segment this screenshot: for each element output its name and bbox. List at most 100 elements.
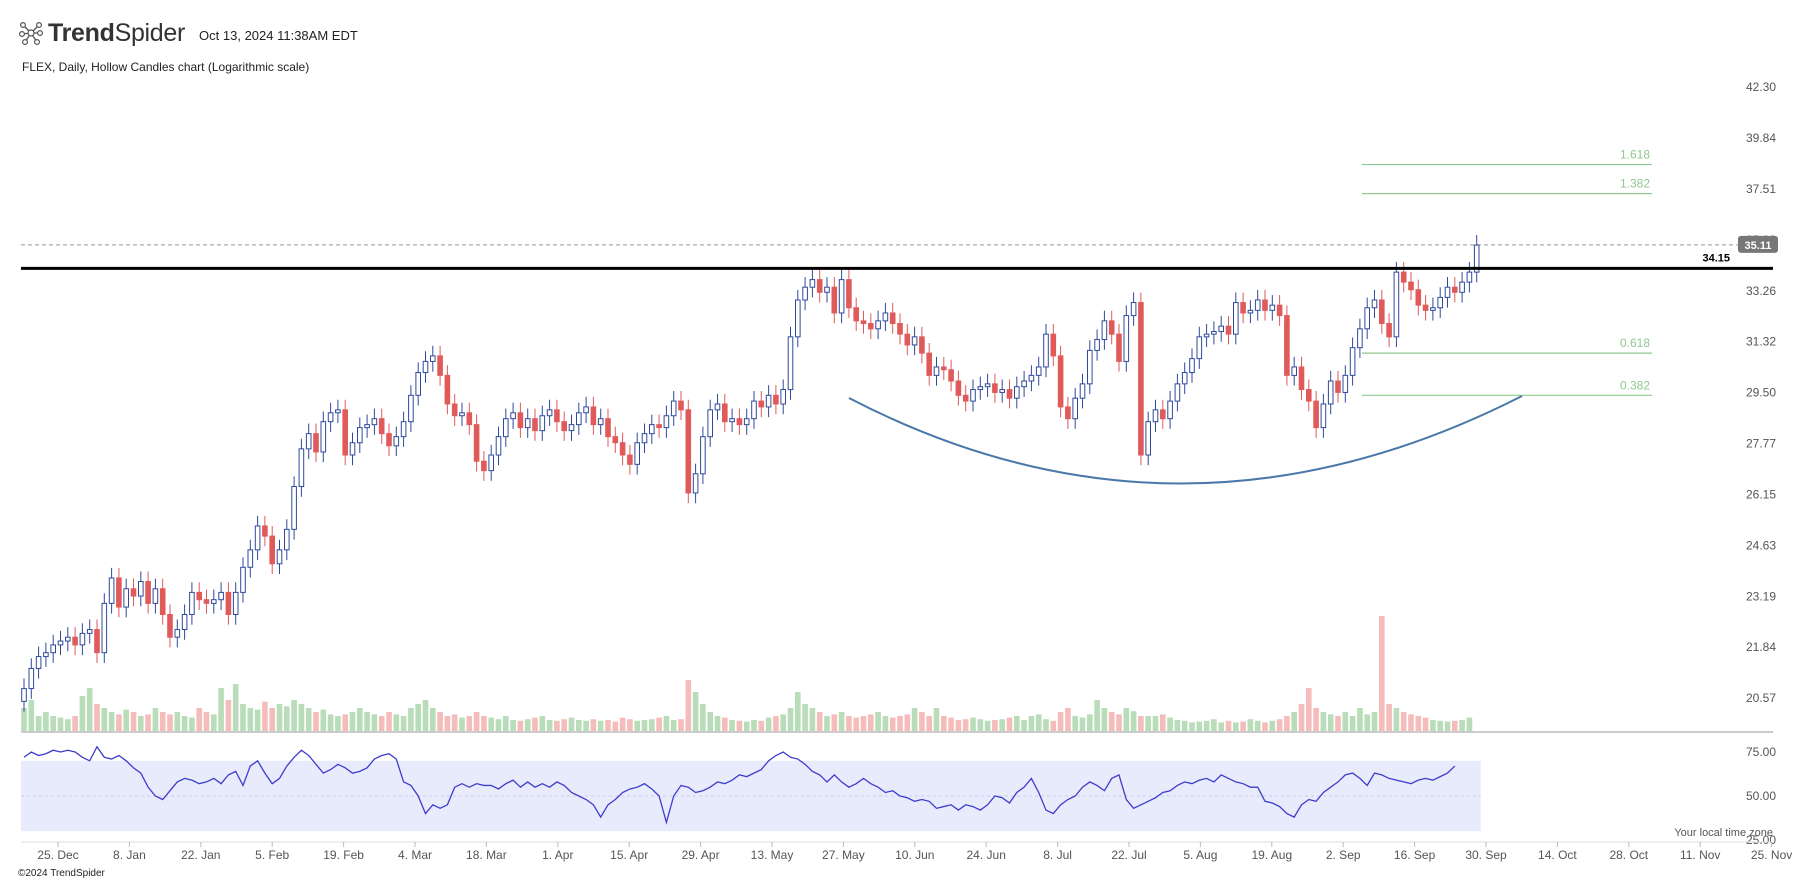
candle-body	[387, 434, 392, 446]
volume-bar	[715, 716, 721, 732]
volume-bar	[350, 712, 356, 732]
candle-body	[504, 419, 509, 437]
volume-bar	[394, 714, 400, 732]
volume-bar	[116, 714, 122, 732]
candle-body	[1226, 326, 1231, 334]
volume-bar	[978, 719, 984, 732]
candle-body	[350, 443, 355, 455]
volume-bar	[1379, 616, 1385, 732]
volume-bar	[613, 722, 619, 732]
volume-bar	[919, 712, 925, 732]
x-axis-tick-label: 13. May	[751, 848, 794, 862]
candle-body	[1153, 410, 1158, 422]
volume-bar	[561, 719, 567, 732]
volume-bar	[1364, 714, 1370, 732]
volume-bar	[1175, 720, 1181, 732]
volume-bar	[1080, 718, 1086, 732]
candle-body	[671, 401, 676, 416]
volume-bar	[525, 719, 531, 732]
candle-body	[1007, 390, 1012, 399]
volume-bar	[175, 712, 181, 732]
candle-body	[1044, 334, 1049, 367]
candle-body	[1088, 350, 1093, 383]
volume-bar	[467, 716, 473, 732]
rsi-axis-tick-label: 50.00	[1746, 789, 1776, 803]
candle-body	[409, 395, 414, 421]
candle-body	[1234, 303, 1239, 335]
candle-body	[401, 422, 406, 437]
volume-bar	[598, 721, 604, 732]
candle-body	[1299, 367, 1304, 390]
volume-bar	[1408, 714, 1414, 732]
candle-body	[1431, 308, 1436, 311]
volume-bar	[1029, 716, 1035, 732]
volume-bar	[204, 712, 210, 732]
candle-body	[292, 487, 297, 530]
candle-body	[1102, 321, 1107, 340]
volume-bar	[233, 684, 239, 732]
cup-pattern-arc	[849, 396, 1522, 484]
candle-body	[759, 401, 764, 407]
volume-bar	[1218, 722, 1224, 732]
volume-bar	[605, 720, 611, 732]
x-axis-tick-label: 1. Apr	[542, 848, 573, 862]
volume-bar	[145, 714, 151, 732]
candle-body	[978, 387, 983, 390]
candle-body	[1058, 356, 1063, 407]
volume-bar	[401, 716, 407, 732]
volume-bar	[1189, 722, 1195, 732]
volume-bar	[123, 710, 129, 732]
volume-bar	[1043, 719, 1049, 732]
volume-bar	[620, 718, 626, 732]
candle-body	[912, 337, 917, 345]
volume-bar	[912, 708, 918, 732]
candle-body	[577, 413, 582, 425]
candle-body	[876, 321, 881, 329]
candle-body	[1314, 401, 1319, 428]
candle-body	[956, 381, 961, 395]
candle-body	[255, 526, 260, 550]
volume-bar	[459, 718, 465, 732]
volume-bar	[707, 712, 713, 732]
volume-bar	[1167, 718, 1173, 732]
candle-body	[788, 337, 793, 390]
y-axis-tick-label: 21.84	[1746, 640, 1776, 654]
volume-bar	[846, 716, 852, 732]
candle-body	[1328, 381, 1333, 404]
volume-bar	[671, 720, 677, 732]
candle-body	[489, 455, 494, 471]
candle-body	[839, 280, 844, 313]
volume-bar	[941, 716, 947, 732]
volume-bar	[992, 720, 998, 732]
volume-bar	[240, 704, 246, 732]
volume-bar	[700, 704, 706, 732]
volume-bar	[722, 718, 728, 732]
candle-body	[182, 614, 187, 629]
volume-bar	[934, 708, 940, 732]
candle-body	[825, 287, 830, 292]
volume-bar	[138, 716, 144, 732]
volume-bar	[488, 718, 494, 732]
candle-body	[752, 401, 757, 419]
candle-body	[584, 407, 589, 413]
x-axis-tick-label: 22. Jan	[181, 848, 220, 862]
candle-body	[372, 419, 377, 425]
volume-bar	[1350, 716, 1356, 732]
candle-body	[890, 313, 895, 324]
candle-body	[460, 413, 465, 416]
volume-bar	[905, 714, 911, 732]
volume-bar	[1233, 722, 1239, 732]
volume-bar	[1299, 704, 1305, 732]
candle-body	[1109, 321, 1114, 334]
volume-bar	[87, 688, 93, 732]
x-axis-tick-label: 25. Nov	[1751, 848, 1792, 862]
candle-body	[620, 443, 625, 455]
volume-bar	[1211, 719, 1217, 732]
candle-body	[482, 461, 487, 470]
volume-bar	[1270, 721, 1276, 732]
candle-body	[1182, 373, 1187, 384]
volume-bar	[255, 710, 261, 732]
volume-bar	[817, 712, 823, 732]
volume-bar	[1343, 712, 1349, 732]
